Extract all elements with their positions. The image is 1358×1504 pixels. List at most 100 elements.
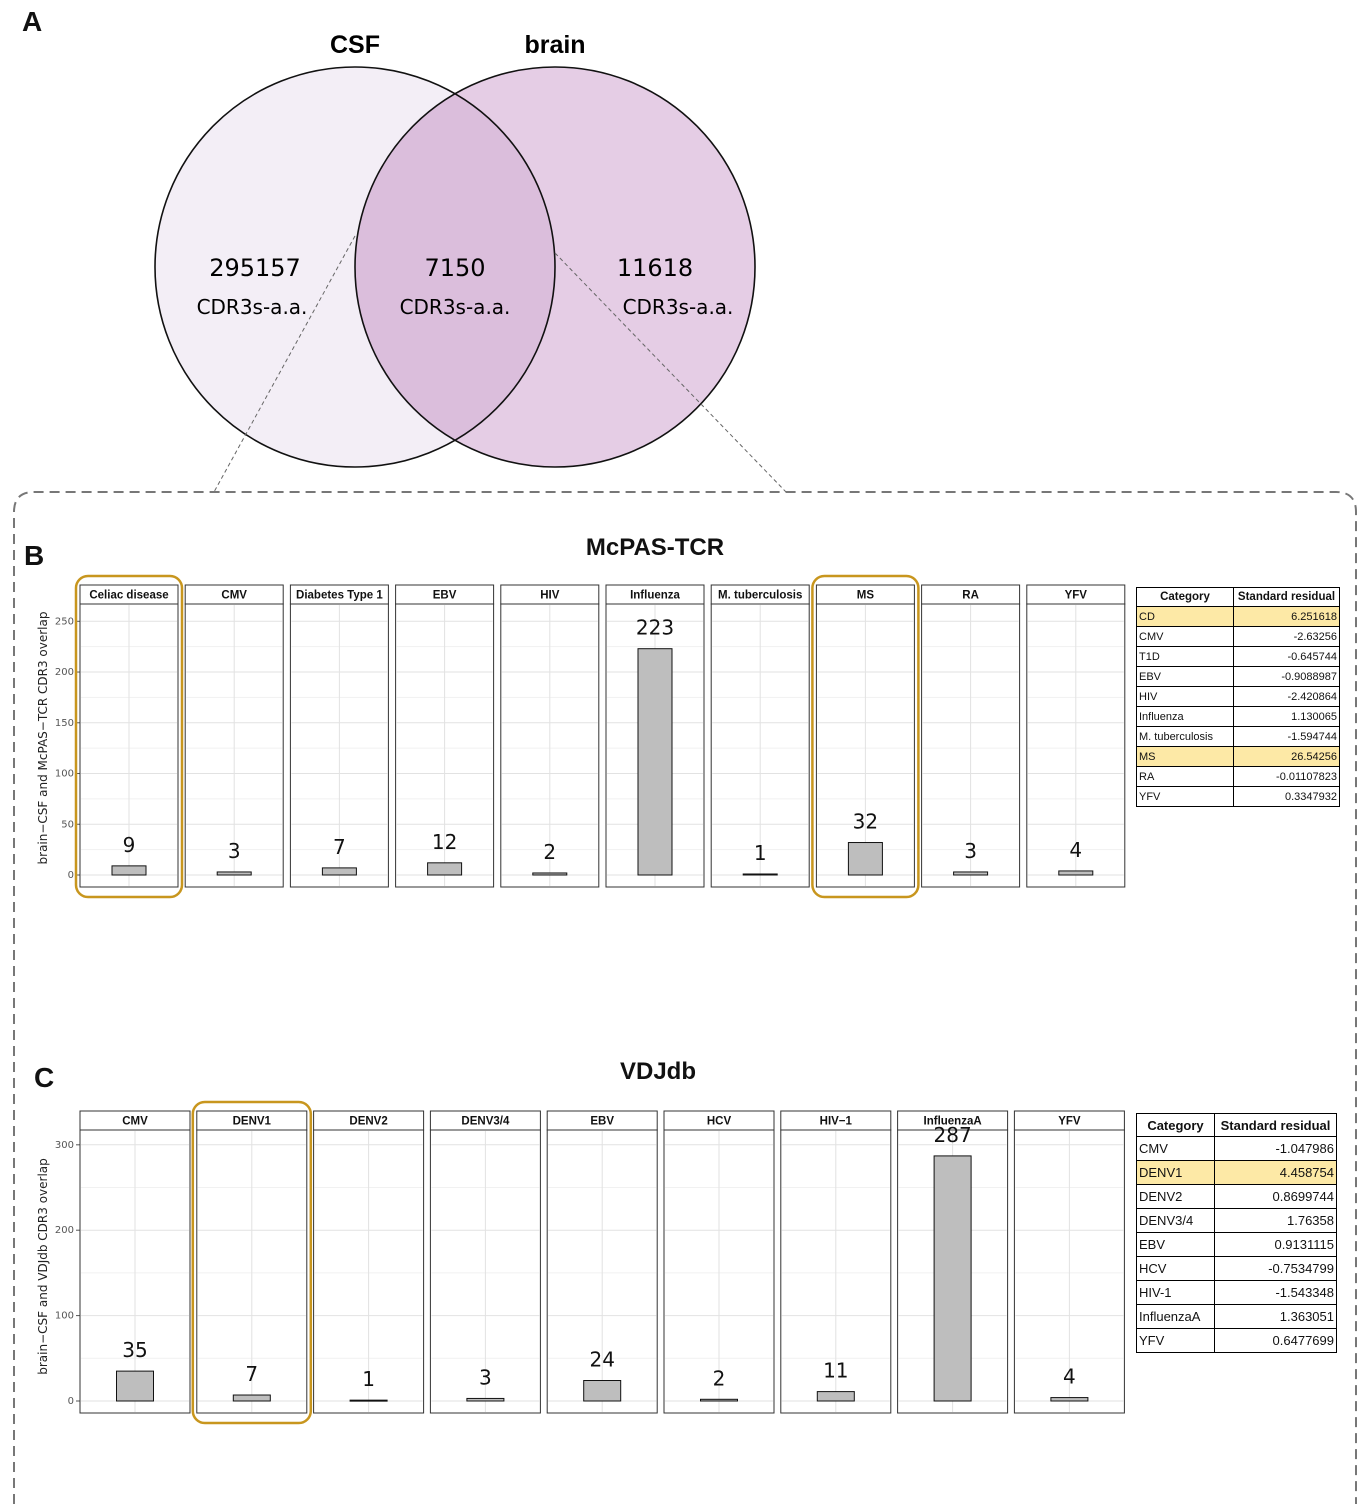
mcpas-residual-table: Category Standard residual CD 6.251618 CMV…	[1136, 587, 1340, 807]
table-row: M. tuberculosis -1.594744	[1137, 727, 1340, 747]
facet-panel: EBV 24	[547, 1111, 657, 1413]
bar-value-label: 4	[1063, 1365, 1076, 1389]
venn-left-unit: CDR3s-a.a.	[197, 295, 308, 319]
bar-value-label: 12	[432, 830, 457, 854]
facet-strip-label: HIV−1	[820, 1116, 853, 1128]
bar-value-label: 3	[228, 839, 241, 863]
table-cell-residual: 1.76358	[1215, 1209, 1337, 1233]
venn-left-count: 295157	[209, 254, 301, 282]
table-cell-residual: -2.63256	[1234, 627, 1340, 647]
table-header: Category	[1137, 588, 1234, 607]
table-cell-category: EBV	[1137, 1233, 1215, 1257]
facet-panel: Diabetes Type 1 7	[290, 585, 388, 887]
table-cell-residual: -0.7534799	[1215, 1257, 1337, 1281]
venn-overlap-count: 7150	[424, 254, 485, 282]
table-row: CMV -2.63256	[1137, 627, 1340, 647]
table-row: CMV -1.047986	[1137, 1137, 1337, 1161]
facet-strip-label: CMV	[221, 590, 247, 602]
chart-title-mcpas: McPAS-TCR	[505, 534, 805, 562]
facet-strip-label: HIV	[540, 590, 560, 602]
facet-panel: CMV 3	[185, 585, 283, 887]
bar-value-label: 4	[1069, 838, 1082, 862]
table-cell-category: CMV	[1137, 627, 1234, 647]
table-row: YFV 0.6477699	[1137, 1329, 1337, 1353]
bar-value-label: 3	[964, 839, 977, 863]
y-tick-label: 50	[61, 819, 74, 830]
table-cell-residual: 1.130065	[1234, 707, 1340, 727]
bar	[217, 872, 251, 875]
table-cell-category: HIV-1	[1137, 1281, 1215, 1305]
table-cell-category: DENV1	[1137, 1161, 1215, 1185]
table-cell-residual: -2.420864	[1234, 687, 1340, 707]
bar	[1059, 871, 1093, 875]
venn-left-label: CSF	[330, 31, 380, 59]
facet-panel: YFV 4	[1014, 1111, 1124, 1413]
bar-value-label: 7	[245, 1362, 258, 1386]
bar-value-label: 11	[823, 1359, 848, 1383]
bar-value-label: 2	[543, 840, 556, 864]
table-cell-residual: 0.6477699	[1215, 1329, 1337, 1353]
bar	[848, 843, 882, 875]
y-tick-label: 200	[55, 667, 74, 678]
table-cell-category: DENV2	[1137, 1185, 1215, 1209]
facet-panel: YFV 4	[1027, 585, 1125, 887]
y-axis-label: brain−CSF and VDJdb CDR3 overlap	[36, 1158, 50, 1375]
facet-panel: Celiac disease 9	[80, 585, 178, 887]
y-tick-label: 100	[55, 769, 74, 780]
table-header: Category	[1137, 1114, 1215, 1137]
facet-strip-label: Influenza	[630, 590, 680, 602]
table-cell-category: MS	[1137, 747, 1234, 767]
facet-strip-label: HCV	[707, 1116, 732, 1128]
facet-strip-label: DENV2	[349, 1116, 387, 1128]
table-cell-residual: 6.251618	[1234, 607, 1340, 627]
facet-panel: HIV−1 11	[781, 1111, 891, 1413]
table-cell-category: HCV	[1137, 1257, 1215, 1281]
bar	[533, 873, 567, 875]
vdjdb-residual-table: Category Standard residual CMV -1.047986 D…	[1136, 1113, 1337, 1353]
table-row: DENV1 4.458754	[1137, 1161, 1337, 1185]
table-row: MS 26.54256	[1137, 747, 1340, 767]
table-cell-category: YFV	[1137, 787, 1234, 807]
bar-value-label: 223	[636, 616, 674, 640]
table-cell-residual: 0.9131115	[1215, 1233, 1337, 1257]
vdjdb-bar-chart: brain−CSF and VDJdb CDR3 overlap01002003…	[0, 1095, 1136, 1435]
facet-panel: Influenza 223	[606, 585, 704, 887]
y-tick-label: 100	[55, 1311, 74, 1322]
facet-panel: MS 32	[816, 585, 914, 887]
facet-strip-label: YFV	[1058, 1116, 1081, 1128]
table-row: T1D -0.645744	[1137, 647, 1340, 667]
bar	[934, 1156, 971, 1401]
bar-value-label: 3	[479, 1365, 492, 1389]
table-cell-residual: 26.54256	[1234, 747, 1340, 767]
venn-right-label: brain	[524, 31, 585, 59]
table-cell-residual: 0.8699744	[1215, 1185, 1337, 1209]
facet-strip-label: MS	[857, 590, 875, 602]
table-row: InfluenzaA 1.363051	[1137, 1305, 1337, 1329]
table-row: Influenza 1.130065	[1137, 707, 1340, 727]
bar-value-label: 24	[589, 1348, 614, 1372]
facet-panel: CMV 35	[80, 1111, 190, 1413]
mcpas-bar-chart: brain−CSF and McPAS−TCR CDR3 overlap 0 50 1…	[0, 560, 1136, 910]
facet-strip-label: YFV	[1065, 590, 1088, 602]
table-cell-category: EBV	[1137, 667, 1234, 687]
table-cell-category: HIV	[1137, 687, 1234, 707]
table-row: DENV2 0.8699744	[1137, 1185, 1337, 1209]
bar-value-label: 32	[853, 810, 878, 834]
table-row: YFV 0.3347932	[1137, 787, 1340, 807]
table-cell-category: RA	[1137, 767, 1234, 787]
venn-right-count: 11618	[617, 254, 693, 282]
y-tick-label: 0	[68, 1396, 74, 1407]
facet-strip-label: EBV	[433, 590, 457, 602]
table-cell-residual: 0.3347932	[1234, 787, 1340, 807]
table-cell-residual: -1.594744	[1234, 727, 1340, 747]
y-axis-label: brain−CSF and McPAS−TCR CDR3 overlap	[36, 612, 50, 865]
facet-panel: DENV21	[314, 1111, 424, 1413]
table-row: RA -0.01107823	[1137, 767, 1340, 787]
table-row: CD 6.251618	[1137, 607, 1340, 627]
bar	[112, 866, 146, 875]
y-tick-label: 150	[55, 718, 74, 729]
facet-strip-label: CMV	[122, 1116, 148, 1128]
table-cell-residual: -0.645744	[1234, 647, 1340, 667]
table-cell-category: InfluenzaA	[1137, 1305, 1215, 1329]
facet-strip-label: Celiac disease	[89, 590, 168, 602]
